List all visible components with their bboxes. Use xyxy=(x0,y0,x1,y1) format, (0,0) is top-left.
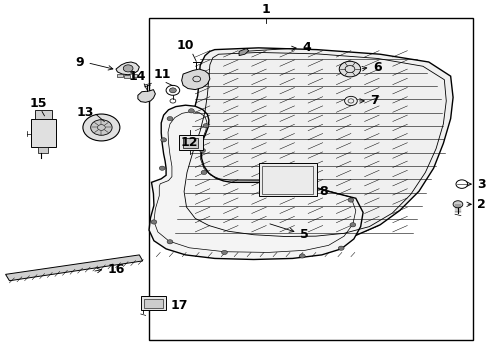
Circle shape xyxy=(159,166,165,170)
Circle shape xyxy=(338,246,344,250)
Circle shape xyxy=(349,223,355,227)
Bar xyxy=(31,119,56,147)
Text: 16: 16 xyxy=(107,263,125,276)
Circle shape xyxy=(289,180,295,184)
Circle shape xyxy=(201,170,206,175)
Bar xyxy=(258,163,316,197)
Bar xyxy=(179,135,202,150)
Polygon shape xyxy=(171,48,452,243)
Text: 1: 1 xyxy=(261,3,270,16)
Bar xyxy=(183,138,197,148)
Text: 10: 10 xyxy=(177,39,194,52)
Circle shape xyxy=(221,250,227,255)
Circle shape xyxy=(339,61,360,77)
Circle shape xyxy=(90,120,112,135)
Bar xyxy=(117,74,122,77)
Polygon shape xyxy=(149,105,363,260)
Polygon shape xyxy=(239,49,248,56)
Text: 7: 7 xyxy=(369,94,378,107)
Circle shape xyxy=(347,198,353,202)
Bar xyxy=(131,74,137,77)
Circle shape xyxy=(203,123,208,128)
Text: 9: 9 xyxy=(76,55,84,68)
Text: 11: 11 xyxy=(153,68,171,81)
Polygon shape xyxy=(116,62,139,75)
Text: 5: 5 xyxy=(299,228,308,241)
Text: 4: 4 xyxy=(302,41,310,54)
Text: 3: 3 xyxy=(476,177,485,190)
Bar xyxy=(124,76,130,78)
Bar xyxy=(38,147,48,153)
Text: 6: 6 xyxy=(372,61,381,74)
Text: 13: 13 xyxy=(77,106,94,119)
Bar xyxy=(149,18,471,340)
Circle shape xyxy=(299,254,305,258)
Circle shape xyxy=(344,96,357,105)
Circle shape xyxy=(452,201,462,208)
Bar xyxy=(141,296,166,310)
Circle shape xyxy=(188,109,194,113)
Polygon shape xyxy=(5,255,142,281)
Bar xyxy=(262,166,312,194)
Text: 14: 14 xyxy=(128,69,145,82)
Circle shape xyxy=(167,117,173,121)
Circle shape xyxy=(199,148,205,153)
Text: 17: 17 xyxy=(171,299,188,312)
Circle shape xyxy=(161,138,166,142)
Text: 12: 12 xyxy=(180,136,198,149)
Bar xyxy=(35,110,52,119)
Polygon shape xyxy=(138,90,155,102)
Text: 8: 8 xyxy=(319,185,327,198)
Text: 15: 15 xyxy=(29,97,47,110)
Circle shape xyxy=(169,88,176,93)
Circle shape xyxy=(167,240,173,244)
Bar xyxy=(144,299,163,309)
Text: 2: 2 xyxy=(476,198,485,211)
Circle shape xyxy=(83,114,120,141)
Circle shape xyxy=(123,65,133,72)
Polygon shape xyxy=(181,69,209,90)
Circle shape xyxy=(151,220,157,224)
